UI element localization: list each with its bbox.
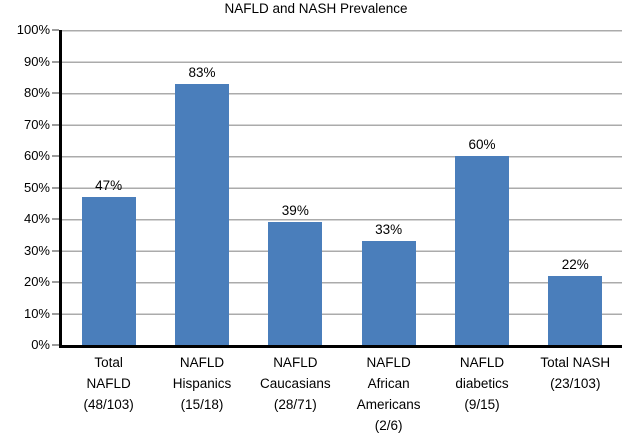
y-tick-text: 30% (23, 242, 50, 258)
x-tick-label: NAFLD diabetics (9/15) (455, 355, 509, 412)
bar-value-label: 60% (468, 137, 496, 152)
bar-value-label: 22% (561, 256, 589, 272)
y-tick-text: 70% (23, 116, 50, 132)
y-tick-label: 100% (0, 22, 59, 38)
y-tick-label: 30% (0, 243, 59, 259)
bar-slot: 33% (342, 30, 435, 345)
tick-mark (52, 281, 59, 283)
plot-area (59, 30, 622, 348)
x-tick-label: NAFLD Caucasians (28/71) (260, 355, 331, 412)
tick-mark (52, 92, 59, 94)
y-tick-label: 0% (0, 337, 59, 353)
y-tick-text: 40% (23, 211, 50, 226)
x-tick-label: NAFLD Hispanics (15/18) (172, 355, 232, 412)
bar (268, 222, 323, 345)
bar-value-label: 83% (188, 64, 216, 80)
y-tick-text: 80% (23, 85, 50, 100)
y-tick-text: 90% (23, 53, 50, 69)
bar-slot: 22% (529, 30, 622, 345)
y-tick-label: 40% (0, 211, 59, 227)
bar (361, 241, 416, 345)
y-tick-label: 50% (0, 180, 59, 196)
y-tick-text: 20% (23, 274, 50, 289)
tick-mark (52, 123, 59, 126)
tick-mark (52, 218, 59, 220)
bar-value-label: 33% (375, 222, 403, 238)
bar-slot: 60% (435, 30, 528, 345)
y-tick-label: 90% (0, 54, 59, 70)
y-tick-label: 20% (0, 274, 59, 290)
y-tick-label: 60% (0, 148, 59, 164)
tick-mark (52, 344, 59, 346)
tick-mark (52, 29, 59, 31)
tick-mark (52, 155, 59, 157)
y-axis: 100% 90% 80% 70% 60% 50% 40% 30% 20% 10%… (0, 22, 59, 353)
x-axis: Total NAFLD (48/103) NAFLD Hispanics (15/18)… (62, 352, 622, 436)
bars-layer: 47% 83% 39% 33% 60% 22% (62, 30, 622, 345)
y-tick-label: 80% (0, 85, 59, 101)
bar-slot: 83% (155, 30, 248, 345)
x-tick-label: NAFLD African Americans (2/6) (356, 355, 421, 433)
bar-value-label: 47% (95, 177, 123, 193)
bar (454, 156, 509, 345)
tick-mark (52, 249, 59, 252)
tick-mark (52, 60, 59, 63)
chart-title: NAFLD and NASH Prevalence (224, 1, 408, 16)
tick-mark (52, 186, 59, 189)
y-tick-text: 100% (16, 22, 50, 37)
x-tick-label: Total NASH (23/103) (540, 355, 611, 391)
y-tick-text: 50% (23, 179, 50, 195)
bar-value-label: 39% (281, 203, 309, 219)
bar (81, 196, 136, 345)
tick-mark (52, 312, 59, 315)
bar (548, 275, 603, 345)
bar-slot: 47% (62, 30, 155, 345)
y-tick-label: 10% (0, 306, 59, 322)
y-tick-text: 10% (23, 305, 50, 321)
y-tick-label: 70% (0, 117, 59, 133)
y-tick-text: 0% (31, 337, 50, 352)
x-tick-label: Total NAFLD (48/103) (83, 355, 134, 412)
bar (174, 83, 229, 345)
y-tick-text: 60% (23, 148, 50, 163)
bar-slot: 39% (249, 30, 342, 345)
